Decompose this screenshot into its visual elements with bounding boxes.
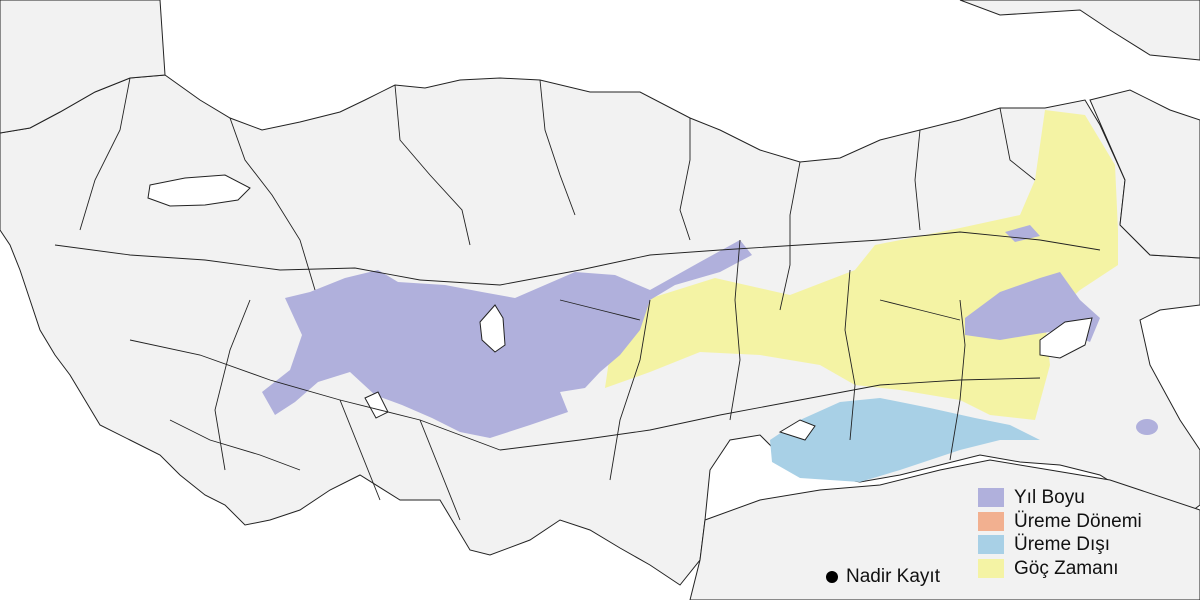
year-round-range-patch-2 <box>1136 419 1158 435</box>
neighbor-land-south <box>689 459 1200 600</box>
legend-rare-record: Nadir Kayıt <box>826 567 940 586</box>
legend-label: Göç Zamanı <box>1014 557 1119 579</box>
legend-item-migration: Göç Zamanı <box>978 557 1142 581</box>
map-legend: Yıl Boyu Üreme Dönemi Üreme Dışı Göç Zam… <box>978 486 1142 580</box>
non-breeding-range <box>770 398 1040 482</box>
legend-label: Üreme Dönemi <box>1014 510 1142 532</box>
lake-van <box>1039 317 1093 359</box>
lake-ataturk-dam <box>778 419 816 441</box>
legend-item-breeding: Üreme Dönemi <box>978 510 1142 534</box>
legend-item-non-breeding: Üreme Dışı <box>978 533 1142 557</box>
lake-tuz <box>479 304 506 353</box>
neighbor-land-east <box>1089 89 1200 259</box>
legend-label: Üreme Dışı <box>1014 534 1111 556</box>
rare-record-label: Nadir Kayıt <box>846 566 940 587</box>
black-dot-icon <box>826 570 838 583</box>
legend-swatch <box>978 535 1004 555</box>
legend-swatch <box>978 558 1004 578</box>
legend-item-year-round: Yıl Boyu <box>978 486 1142 510</box>
neighbor-land-west <box>0 0 166 134</box>
legend-swatch <box>978 488 1004 508</box>
neighbor-land-north <box>959 0 1200 61</box>
province-borders <box>54 77 1101 521</box>
marmara-sea <box>147 174 251 207</box>
legend-label: Yıl Boyu <box>1014 487 1085 509</box>
legend-swatch <box>978 511 1004 531</box>
migration-range <box>605 110 1118 420</box>
year-round-range-west <box>262 240 752 438</box>
